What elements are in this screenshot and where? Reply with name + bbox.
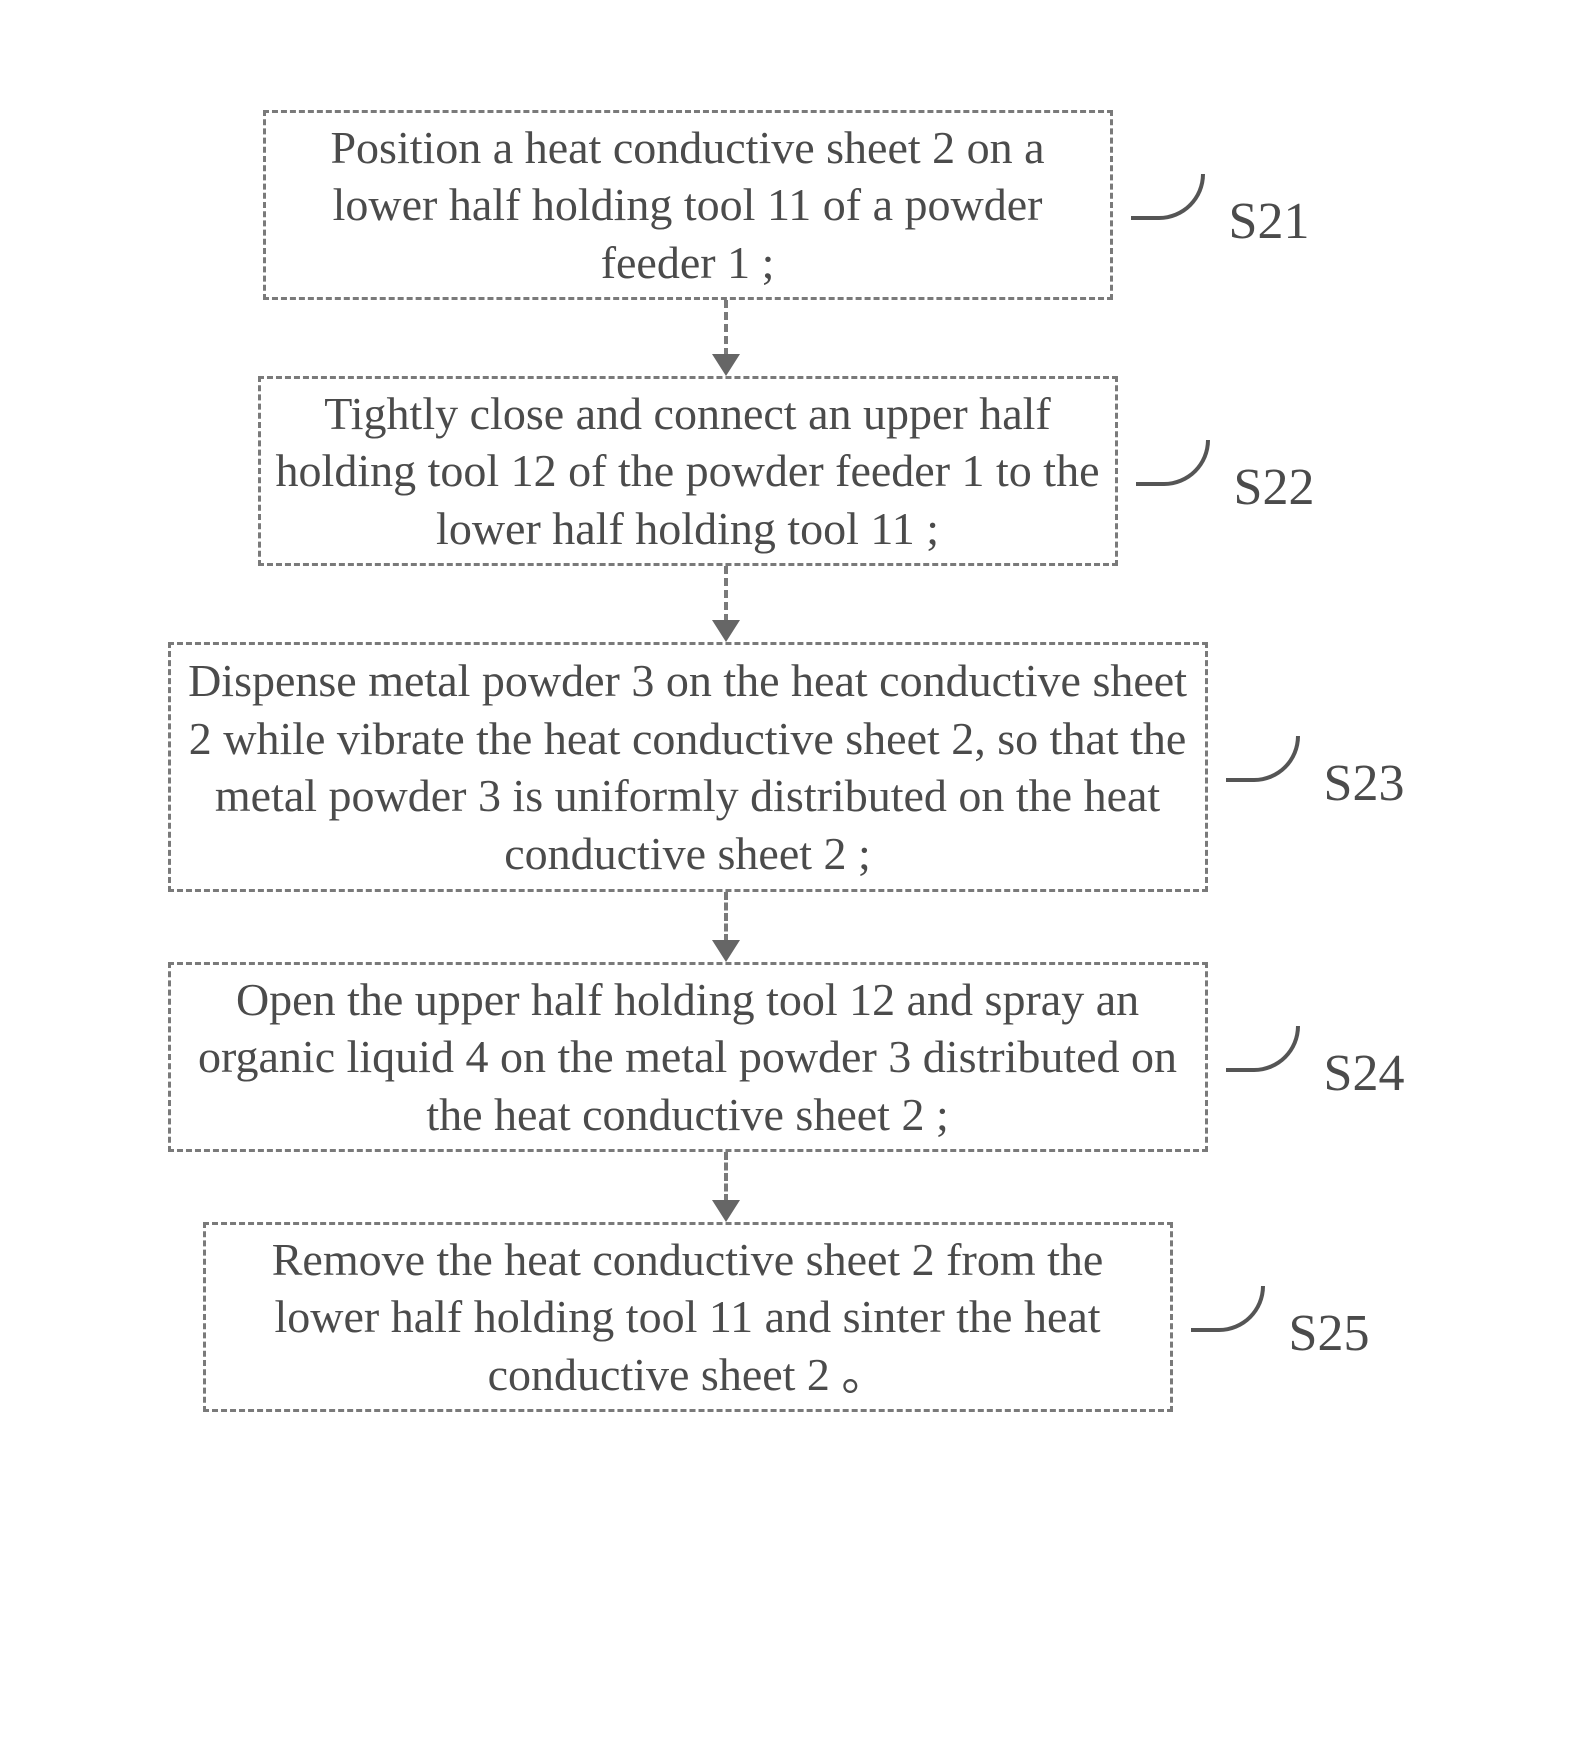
flow-box-s21: Position a heat conductive sheet 2 on a … (263, 110, 1113, 300)
flow-box-text: Position a heat conductive sheet 2 on a … (276, 119, 1100, 292)
arrow-head-icon (712, 620, 740, 642)
arrow-shaft-icon (724, 1152, 728, 1202)
flow-box-s24: Open the upper half holding tool 12 and … (168, 962, 1208, 1152)
flow-box-text: Tightly close and connect an upper half … (271, 385, 1105, 558)
flow-arrow (712, 892, 740, 962)
step-label: S22 (1234, 458, 1315, 517)
connector-curve-icon (1191, 1286, 1265, 1332)
step-row: Dispense metal powder 3 on the heat cond… (168, 642, 1405, 892)
step-label-wrap: S25 (1191, 1294, 1370, 1353)
arrow-shaft-icon (724, 892, 728, 942)
step-row: Remove the heat conductive sheet 2 from … (203, 1222, 1370, 1412)
step-label-wrap: S23 (1226, 744, 1405, 803)
flow-arrow (712, 1152, 740, 1222)
step-label: S23 (1324, 754, 1405, 813)
flow-box-s22: Tightly close and connect an upper half … (258, 376, 1118, 566)
arrow-shaft-icon (724, 566, 728, 622)
arrow-head-icon (712, 354, 740, 376)
step-label: S21 (1229, 192, 1310, 251)
flow-box-s23: Dispense metal powder 3 on the heat cond… (168, 642, 1208, 892)
flowchart: Position a heat conductive sheet 2 on a … (0, 110, 1572, 1412)
step-row: Open the upper half holding tool 12 and … (168, 962, 1405, 1152)
step-label-wrap: S21 (1131, 182, 1310, 241)
flow-box-text: Open the upper half holding tool 12 and … (181, 971, 1195, 1144)
step-label-wrap: S22 (1136, 448, 1315, 507)
flow-box-text: Remove the heat conductive sheet 2 from … (216, 1231, 1160, 1404)
flow-arrow (712, 566, 740, 642)
flow-box-s25: Remove the heat conductive sheet 2 from … (203, 1222, 1173, 1412)
connector-curve-icon (1226, 736, 1300, 782)
step-row: Position a heat conductive sheet 2 on a … (263, 110, 1310, 300)
step-row: Tightly close and connect an upper half … (258, 376, 1315, 566)
connector-curve-icon (1226, 1026, 1300, 1072)
flow-arrow (712, 300, 740, 376)
step-label: S25 (1289, 1304, 1370, 1363)
flow-box-text: Dispense metal powder 3 on the heat cond… (181, 652, 1195, 882)
arrow-head-icon (712, 1200, 740, 1222)
step-label: S24 (1324, 1044, 1405, 1103)
arrow-head-icon (712, 940, 740, 962)
arrow-shaft-icon (724, 300, 728, 356)
connector-curve-icon (1136, 440, 1210, 486)
connector-curve-icon (1131, 174, 1205, 220)
step-label-wrap: S24 (1226, 1034, 1405, 1093)
